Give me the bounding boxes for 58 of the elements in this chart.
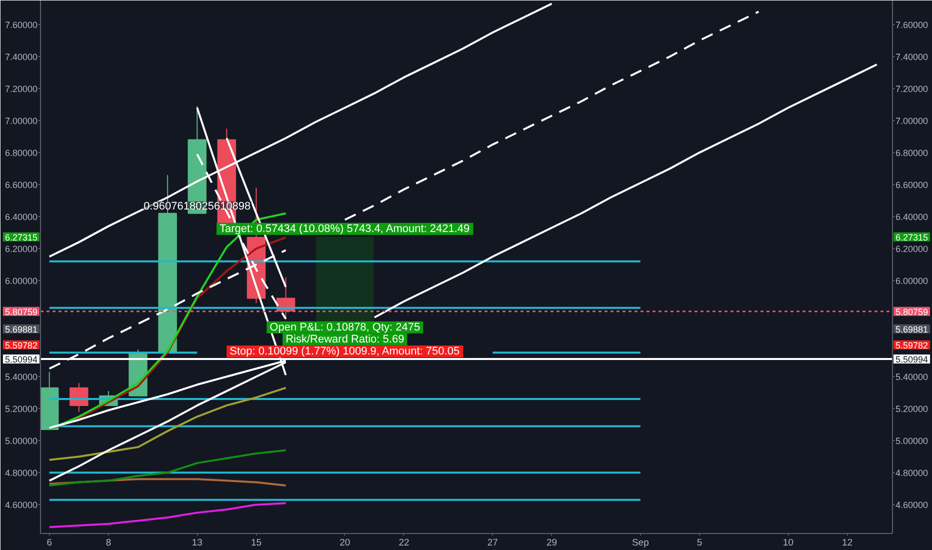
y2-tick-label: 7.40000 [896,52,928,62]
text: 5.69881 [896,324,928,334]
line-series [48,386,287,461]
x-tick-label: Sep [632,538,649,548]
x-tick-label: 27 [487,538,498,548]
x-tick-label: 6 [46,538,52,548]
y2-tick-label: 6.00000 [896,276,928,286]
y-tick-label: 7.40000 [4,52,38,62]
y2-tick-label: 7.20000 [896,84,928,94]
x-tick-label: 29 [546,538,558,548]
y2-tick-label: 7.00000 [896,116,928,126]
text: 5.80759 [896,306,928,317]
y-tick-label: 7.20000 [4,84,38,94]
y2-tick-label: 6.80000 [896,148,928,158]
annotation: Target: 0.57434 (10.08%) 5743.4, Amount: 2421.49 [220,222,470,235]
y-tick-label: 4.80000 [4,468,38,478]
x-tick-label: 5 [696,538,702,548]
y2-tick-label: 6.60000 [896,180,928,190]
y2-tick-label: 4.60000 [896,500,928,510]
y2-tick-label: 5.20000 [896,404,928,414]
y-tick-label: 6.80000 [4,148,38,158]
y-tick-label: 6.00000 [4,276,38,286]
text: 6.27315 [4,232,38,242]
annotation: Stop: 0.10099 (1.77%) 1009.9, Amount: 750.05 [230,346,460,358]
text: 5.69881 [4,324,38,334]
annotation: Open P&L: 0.10878, Qty: 2475 [270,321,420,334]
line-series [48,502,287,528]
x-tick-label: 13 [192,538,202,548]
x-tick-label: 20 [340,538,350,548]
y-tick-label: 5.00000 [4,436,38,446]
y-tick-label: 6.20000 [4,244,38,254]
text: 5.50994 [896,354,928,365]
y-tick-label: 4.60000 [4,500,38,510]
y2-tick-label: 4.80000 [896,468,928,478]
y2-tick-label: 7.60000 [896,20,928,30]
x-tick-label: 15 [250,538,262,548]
y-tick-label: 5.40000 [4,372,38,382]
y-tick-label: 6.40000 [4,212,38,222]
y2-tick-label: 6.20000 [896,244,928,254]
x-tick-label: 10 [782,538,794,548]
x-tick-label: 12 [842,538,853,548]
x-tick-label: 22 [398,538,410,548]
y2-tick-label: 6.40000 [896,212,928,222]
annotation: 0.9607618025610898 [144,200,251,212]
ref-line-label: 5.50994 [4,354,38,365]
y-tick-label: 5.20000 [4,404,38,414]
y2-tick-label: 5.40000 [896,372,928,382]
x-tick-label: 8 [106,538,112,548]
y-tick-label: 7.00000 [4,116,38,126]
text: 5.59782 [896,340,928,350]
annotation: Risk/Reward Ratio: 5.69 [286,333,404,346]
text: 5.59782 [4,340,38,350]
ref-line-label: 5.80759 [4,306,38,317]
text: 6.27315 [896,232,928,242]
y2-tick-label: 5.00000 [896,436,928,446]
y-tick-label: 7.60000 [4,20,38,30]
y-tick-label: 6.60000 [4,180,38,190]
line-series [48,449,287,486]
